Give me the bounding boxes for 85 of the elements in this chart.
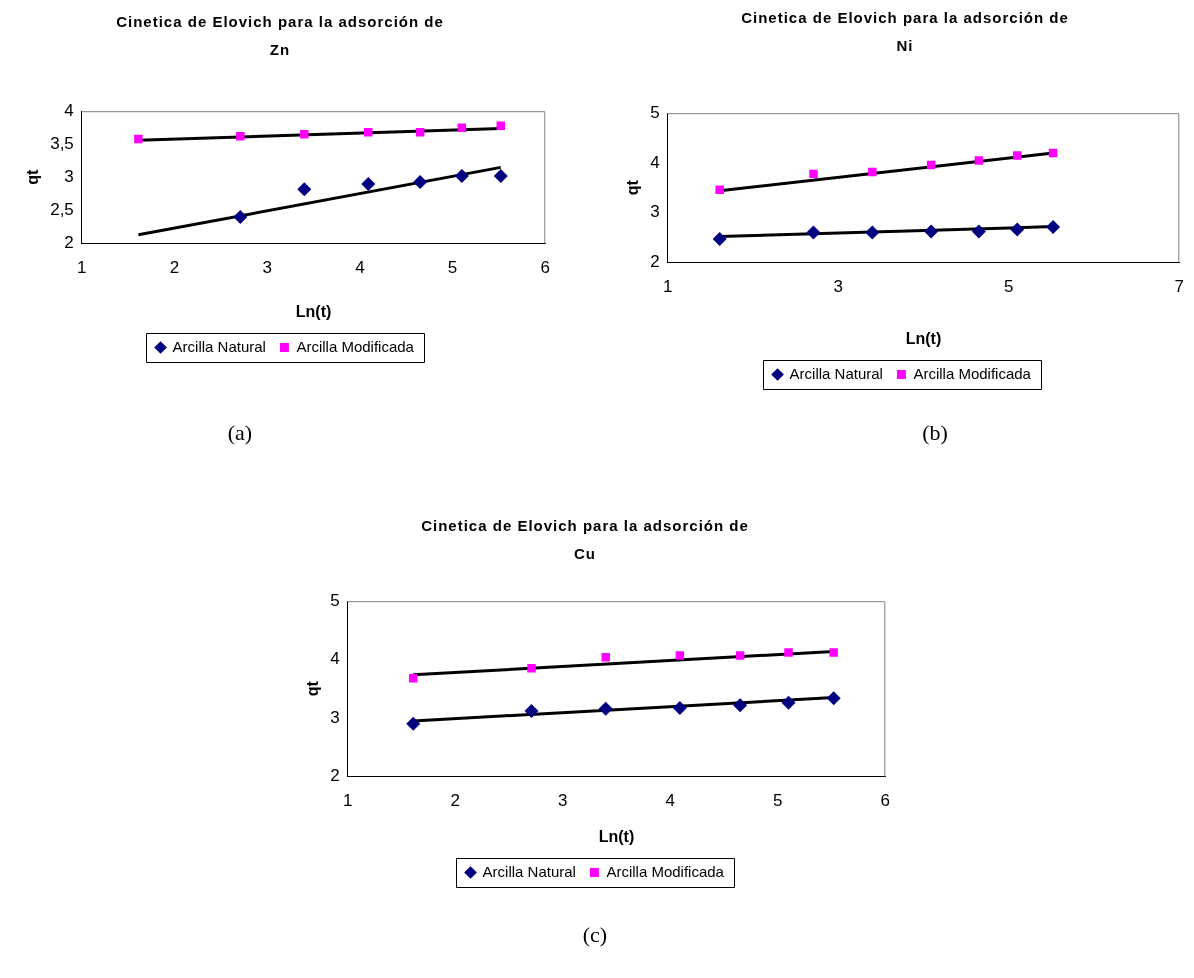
point — [134, 134, 143, 144]
point — [364, 128, 373, 137]
legend-label: Arcilla Natural — [172, 337, 266, 355]
point — [233, 209, 248, 224]
point — [733, 698, 748, 713]
point — [598, 701, 613, 716]
point — [236, 132, 245, 141]
y-tick-label: 3 — [650, 202, 660, 222]
point — [672, 701, 687, 716]
text: (a) — [226, 420, 254, 446]
point — [868, 167, 877, 177]
point — [974, 156, 984, 165]
legend-label: Arcilla Modificada — [606, 862, 725, 880]
point — [406, 716, 421, 731]
point — [524, 703, 539, 718]
y-tick-label: 2 — [330, 766, 340, 786]
point — [1046, 220, 1061, 235]
point — [781, 695, 796, 710]
chart-title: Cinetica de Elovich para la adsorción de Ni — [740, 8, 1070, 56]
x-axis-title: Ln(t) — [295, 302, 332, 320]
x-tick-label: 5 — [447, 258, 458, 278]
point — [409, 674, 418, 683]
x-tick-label: 7 — [1174, 277, 1185, 297]
point — [924, 224, 939, 239]
point — [297, 182, 312, 197]
point — [971, 224, 986, 239]
y-tick-label: 4 — [64, 100, 74, 120]
point — [413, 174, 428, 189]
y-axis-title: qt — [304, 680, 322, 697]
point — [601, 653, 610, 662]
y-axis-title: qt — [24, 169, 42, 185]
x-tick-label: 5 — [773, 791, 783, 811]
point — [527, 664, 536, 673]
y-tick-label: 2 — [64, 233, 74, 253]
x-tick-label: 3 — [833, 277, 843, 297]
y-tick-label: 5 — [330, 590, 340, 610]
y-tick-label: 5 — [650, 102, 660, 122]
x-tick-label: 3 — [262, 258, 272, 278]
point — [300, 130, 309, 139]
point — [675, 651, 685, 660]
x-tick-label: 1 — [342, 791, 353, 811]
y-tick-label: 2,5 — [50, 200, 74, 220]
x-axis-title: Ln(t) — [905, 329, 942, 347]
legend-label: Arcilla Natural — [789, 364, 883, 382]
y-tick-label: 3,5 — [50, 133, 74, 153]
x-tick-label: 2 — [169, 258, 180, 278]
text: (b) — [921, 420, 949, 446]
point — [806, 225, 821, 240]
y-tick-label: 4 — [330, 649, 340, 669]
point — [1010, 222, 1025, 237]
x-tick-label: 6 — [540, 258, 551, 278]
point — [826, 691, 841, 706]
point — [715, 185, 724, 195]
text: (c) — [581, 922, 609, 948]
point — [496, 121, 506, 130]
point — [865, 225, 880, 240]
x-tick-label: 6 — [880, 791, 891, 811]
point — [829, 648, 838, 657]
legend-label: Arcilla Modificada — [296, 337, 415, 355]
y-tick-label: 3 — [64, 166, 74, 186]
chart-title: Cinetica de Elovich para la adsorción de Zn — [115, 12, 445, 60]
y-tick-label: 3 — [330, 707, 340, 727]
point — [493, 168, 508, 183]
point — [415, 128, 425, 137]
y-tick-label: 4 — [650, 152, 660, 172]
point — [454, 168, 469, 183]
y-axis-title: qt — [624, 179, 642, 196]
x-tick-label: 1 — [77, 258, 87, 278]
x-tick-label: 4 — [665, 791, 675, 811]
point — [735, 651, 745, 660]
point — [457, 123, 467, 132]
legend-label: Arcilla Natural — [482, 862, 576, 880]
x-tick-label: 2 — [450, 791, 460, 811]
point — [809, 169, 818, 179]
legend-label: Arcilla Modificada — [913, 364, 1032, 382]
point — [361, 176, 376, 191]
point — [712, 232, 727, 247]
x-tick-label: 4 — [355, 258, 365, 278]
x-tick-label: 1 — [662, 277, 673, 297]
point — [1013, 151, 1022, 160]
chart-title: Cinetica de Elovich para la adsorción de Cu — [420, 516, 750, 564]
x-tick-label: 3 — [557, 791, 568, 811]
x-axis-title: Ln(t) — [598, 827, 635, 845]
x-tick-label: 5 — [1004, 277, 1014, 297]
point — [784, 648, 793, 657]
